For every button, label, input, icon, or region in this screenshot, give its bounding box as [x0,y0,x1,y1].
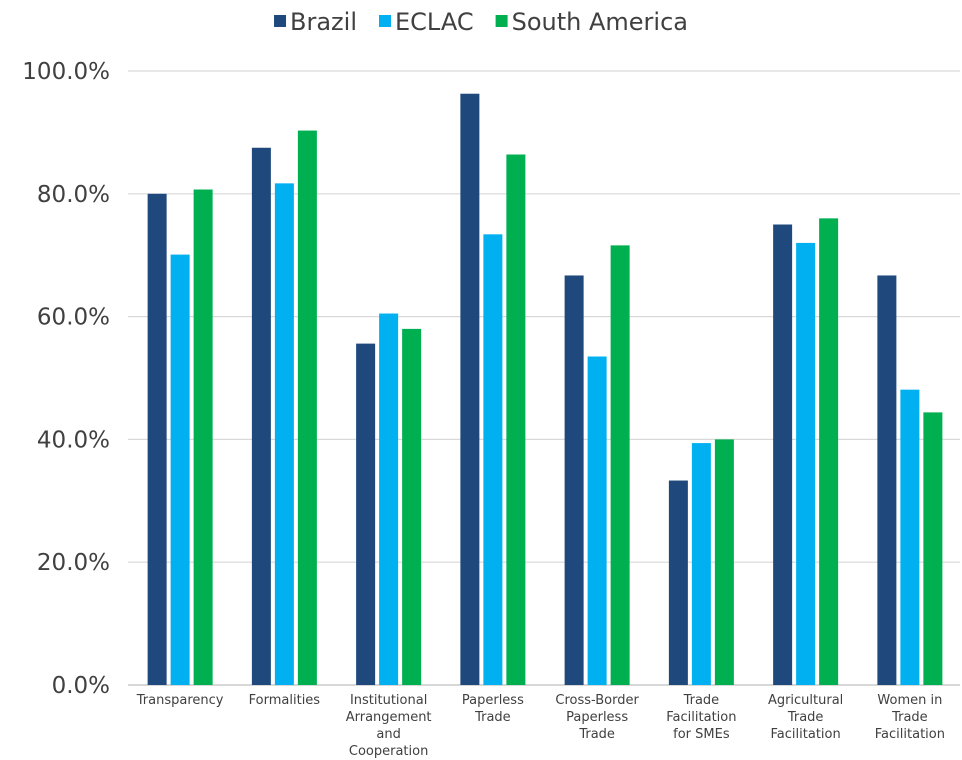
x-tick-label: Formalities [249,693,321,708]
y-tick-label: 20.0% [37,550,110,576]
x-tick-label: Women in Trade Facilitation [875,693,945,742]
y-tick-label: 60.0% [37,305,110,331]
y-tick-label: 40.0% [37,427,110,453]
y-tick-label: 0.0% [52,673,110,699]
legend: Brazil ECLAC South America [274,8,688,36]
y-axis-ticks: 0.0% 20.0% 40.0% 60.0% 80.0% 100.0% [22,59,110,699]
bar-eclac [587,356,607,685]
x-tick-label: Agricultural Trade Facilitation [768,693,843,742]
x-tick-label: Paperless Trade [462,693,524,725]
legend-swatch [495,15,508,27]
legend-label: ECLAC [395,8,474,36]
bar-eclac [379,313,399,685]
bar-eclac [483,234,503,685]
bar-brazil [773,224,793,685]
bars [147,93,943,686]
legend-swatch [378,15,391,27]
legend-swatch [274,15,287,27]
bar-south-america [610,245,630,685]
x-tick-label: Institutional Arrangement and Cooperation [346,693,432,759]
bar-brazil [147,193,167,686]
bar-eclac [796,242,816,686]
x-tick-label: Transparency [136,693,224,708]
bar-eclac [274,183,294,685]
bar-south-america [402,328,422,685]
bar-south-america [714,439,734,685]
bar-brazil [564,275,584,685]
legend-label: South America [512,8,688,36]
bar-brazil [356,343,376,685]
y-tick-label: 100.0% [22,59,110,85]
bar-south-america [193,189,213,685]
bar-eclac [900,389,920,685]
bar-south-america [297,130,317,686]
bar-brazil [251,147,271,685]
bar-brazil [460,93,480,685]
bar-eclac [691,443,711,685]
bar-south-america [819,218,839,686]
legend-label: Brazil [290,8,357,36]
bar-brazil [668,480,688,685]
bar-brazil [877,275,897,685]
x-axis-ticks: Transparency Formalities Institutional Arra… [136,693,945,759]
x-tick-label: Trade Facilitation for SMEs [666,693,736,742]
x-tick-label: Cross-Border Paperless Trade [555,693,639,742]
bar-south-america [506,154,526,685]
y-tick-label: 80.0% [37,182,110,208]
bar-eclac [170,254,190,685]
bar-south-america [923,412,943,685]
